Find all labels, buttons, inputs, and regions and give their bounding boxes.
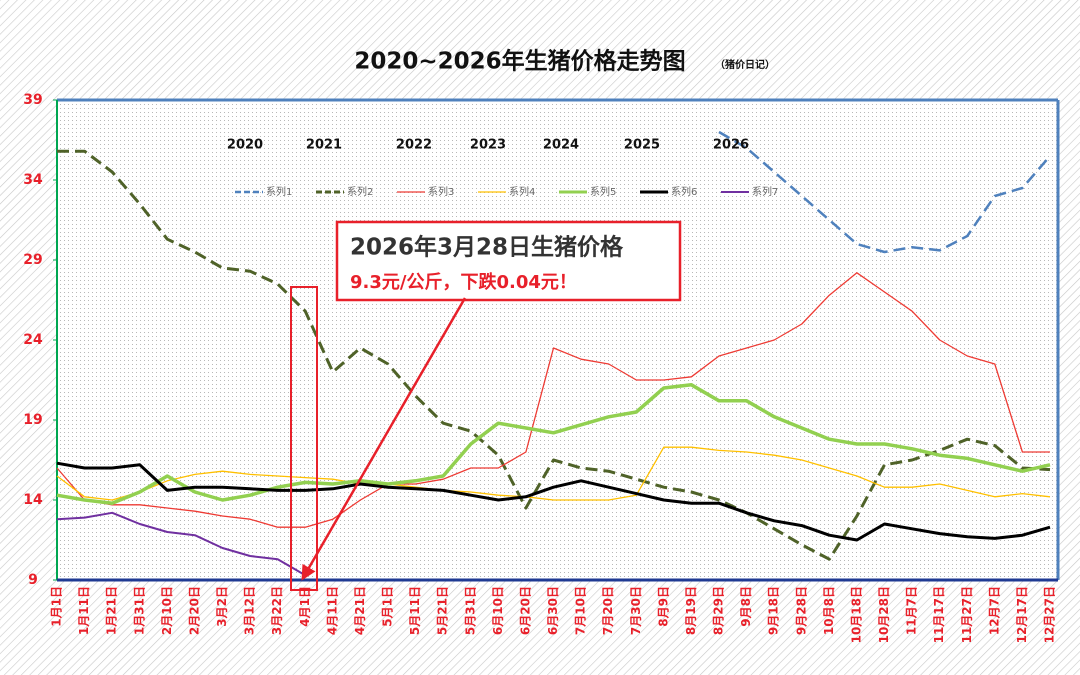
annotation-arrow	[301, 297, 467, 581]
x-tick-label: 9月18日	[767, 586, 781, 635]
chart-subtitle: （猪价日记）	[715, 58, 775, 71]
year-label: 2021	[306, 138, 342, 153]
x-tick-label: 9月28日	[794, 586, 808, 635]
x-tick-label: 7月20日	[601, 586, 615, 635]
series-line	[56, 272, 1050, 528]
year-label: 2025	[624, 138, 660, 153]
x-tick-label: 12月27日	[1043, 586, 1057, 643]
legend-label: 系列3	[428, 185, 454, 198]
x-tick-label: 6月30日	[546, 586, 560, 635]
x-tick-label: 5月1日	[381, 586, 395, 627]
x-tick-label: 3月22日	[270, 586, 284, 635]
year-label: 2026	[713, 138, 749, 153]
series-line	[56, 383, 1051, 505]
y-tick-label: 19	[23, 412, 42, 428]
x-tick-label: 9月8日	[739, 586, 753, 627]
highlight-box	[290, 286, 318, 591]
x-tick-label: 6月10日	[491, 586, 505, 635]
legend-label: 系列7	[752, 185, 778, 198]
x-tick-label: 3月12日	[243, 586, 257, 635]
x-tick-label: 11月17日	[932, 586, 946, 643]
x-tick-label: 11月7日	[905, 586, 919, 635]
x-tick-label: 11月27日	[960, 586, 974, 643]
year-label: 2022	[396, 138, 432, 153]
y-tick-label: 34	[23, 172, 43, 188]
legend-label: 系列1	[266, 185, 292, 198]
x-tick-label: 3月2日	[215, 586, 229, 627]
x-tick-label: 10月28日	[877, 586, 891, 643]
x-tick-label: 1月21日	[105, 586, 119, 635]
x-tick-label: 12月17日	[1015, 586, 1029, 643]
year-label: 2024	[543, 138, 579, 153]
x-tick-label: 8月9日	[656, 586, 670, 627]
x-tick-label: 5月11日	[408, 586, 422, 635]
y-tick-label: 24	[23, 332, 43, 348]
chart-title: 2020~2026年生猪价格走势图	[354, 48, 685, 75]
legend-label: 系列4	[509, 185, 535, 198]
legend-label: 系列6	[671, 185, 697, 198]
x-tick-label: 2月10日	[160, 586, 174, 635]
x-tick-label: 4月1日	[298, 586, 312, 627]
x-tick-label: 10月18日	[849, 586, 863, 643]
x-tick-label: 1月1日	[50, 586, 64, 627]
x-tick-label: 1月11日	[77, 586, 91, 635]
x-tick-label: 8月19日	[684, 586, 698, 635]
y-tick-label: 39	[23, 92, 42, 108]
series-line	[56, 511, 306, 577]
x-tick-label: 5月31日	[463, 586, 477, 635]
series-line	[56, 461, 1051, 542]
x-tick-label: 2月20日	[187, 586, 201, 635]
series-line	[57, 149, 1051, 561]
annotation-title: 2026年3月28日生猪价格	[350, 234, 624, 261]
y-tick-label: 14	[23, 492, 43, 508]
x-tick-label: 8月29日	[712, 586, 726, 635]
legend-label: 系列2	[347, 185, 373, 198]
year-label: 2023	[470, 138, 506, 153]
x-tick-label: 1月31日	[132, 586, 146, 635]
annotation-text: 9.3元/公斤，下跌0.04元！	[350, 271, 577, 293]
plot-area	[57, 100, 1058, 580]
legend-label: 系列5	[590, 185, 616, 198]
x-tick-label: 6月20日	[518, 586, 532, 635]
x-tick-label: 4月21日	[353, 586, 367, 635]
x-tick-label: 5月21日	[436, 586, 450, 635]
x-tick-label: 7月30日	[629, 586, 643, 635]
series-line	[718, 130, 1051, 254]
x-tick-label: 12月7日	[987, 586, 1001, 635]
year-label: 2020	[227, 138, 263, 153]
series-line	[56, 446, 1051, 501]
x-tick-label: 7月10日	[574, 586, 588, 635]
x-tick-label: 4月11日	[325, 586, 339, 635]
y-tick-label: 29	[23, 252, 42, 268]
y-tick-label: 9	[28, 572, 38, 588]
annotation-box	[335, 220, 682, 302]
x-tick-label: 10月8日	[822, 586, 836, 635]
